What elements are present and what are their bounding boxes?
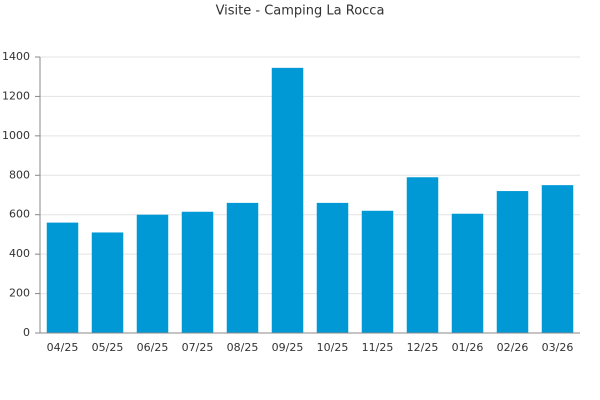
x-tick-label: 10/25 [317, 341, 349, 354]
bar [316, 202, 349, 333]
y-tick-label: 200 [9, 287, 30, 300]
x-tick-label: 05/25 [92, 341, 124, 354]
x-tick-label: 07/25 [182, 341, 214, 354]
bar [91, 232, 124, 333]
y-tick-label: 0 [23, 326, 30, 339]
x-tick-label: 02/26 [497, 341, 529, 354]
x-tick-label: 11/25 [362, 341, 394, 354]
bar [406, 177, 439, 333]
y-tick-label: 1000 [2, 129, 30, 142]
bar [496, 191, 529, 333]
chart-title: Visite - Camping La Rocca [216, 4, 385, 19]
bar [361, 210, 394, 333]
bar [226, 202, 259, 333]
bar [181, 211, 214, 333]
y-tick-label: 400 [9, 247, 30, 260]
x-tick-label: 01/26 [452, 341, 484, 354]
x-tick-label: 09/25 [272, 341, 304, 354]
x-tick-label: 08/25 [227, 341, 259, 354]
bar [136, 214, 169, 333]
x-tick-label: 03/26 [542, 341, 574, 354]
y-tick-label: 800 [9, 168, 30, 181]
y-tick-label: 1400 [2, 50, 30, 63]
x-tick-label: 12/25 [407, 341, 439, 354]
y-tick-label: 1200 [2, 89, 30, 102]
y-tick-label: 600 [9, 208, 30, 221]
x-tick-label: 06/25 [137, 341, 169, 354]
x-tick-label: 04/25 [47, 341, 79, 354]
bar [271, 67, 304, 333]
bar [451, 213, 484, 333]
bar [541, 185, 574, 333]
bar [46, 222, 79, 333]
